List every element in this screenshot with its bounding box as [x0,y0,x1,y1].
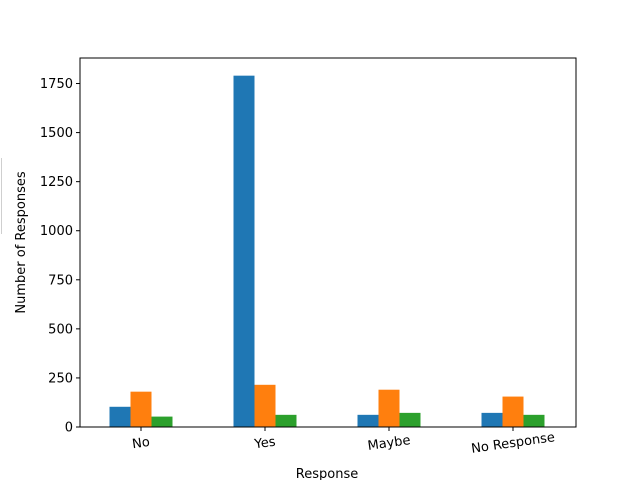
y-axis-label: Number of Responses [14,171,29,313]
x-tick-label: No [131,435,151,452]
bar-series2-yes [254,384,276,427]
bar-series2-no [130,391,152,427]
legend-edge [0,158,2,234]
bar-series1-no-response [481,412,503,427]
bar-series3-no [151,416,173,427]
bars-group [109,75,545,428]
x-tick-label: Maybe [367,433,412,454]
y-tick-label: 1750 [40,77,73,92]
bar-series1-no [109,406,131,427]
y-tick-label: 1500 [40,126,73,141]
x-tick-label: Yes [253,435,277,453]
bar-series2-maybe [378,389,400,427]
y-tick-label: 1250 [40,175,73,190]
bar-series3-yes [275,414,297,427]
x-axis-label: Response [296,467,358,480]
bar-series3-maybe [399,412,421,427]
y-tick-label: 250 [48,371,73,386]
plot-frame [79,57,577,428]
bar-series1-maybe [357,414,379,427]
y-tick-label: 750 [48,273,73,288]
y-axis: 0 250 500 750 1000 1250 1500 1750 [40,77,80,436]
x-axis: No Yes Maybe No Response [131,427,556,457]
y-tick-label: 0 [65,421,73,436]
x-tick-label: No Response [470,430,556,457]
y-tick-label: 1000 [40,224,73,239]
y-tick-label: 500 [48,322,73,337]
bar-series1-yes [233,75,255,428]
bar-series3-no-response [523,414,545,427]
bar-series2-no-response [502,396,524,427]
